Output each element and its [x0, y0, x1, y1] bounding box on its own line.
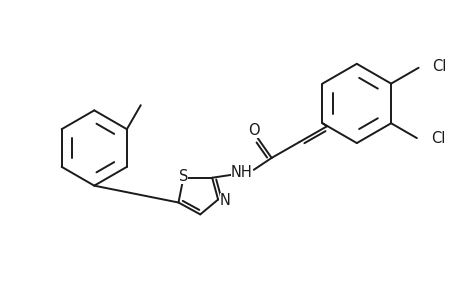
Text: NH: NH: [230, 165, 252, 180]
Text: Cl: Cl: [430, 130, 444, 146]
Text: N: N: [219, 193, 230, 208]
Text: Cl: Cl: [431, 59, 446, 74]
Text: O: O: [247, 123, 259, 138]
Text: S: S: [179, 169, 188, 184]
